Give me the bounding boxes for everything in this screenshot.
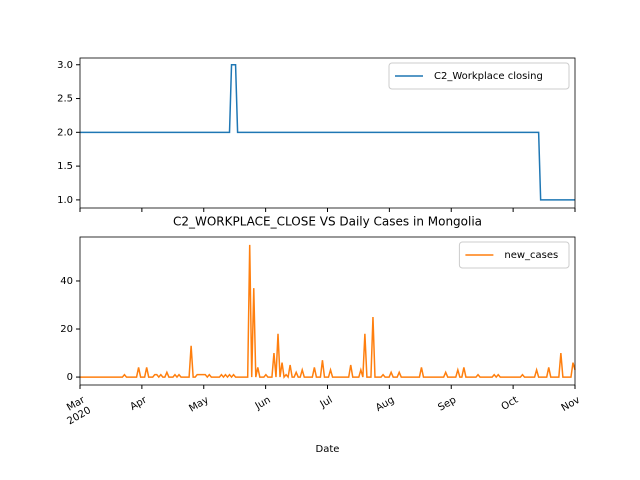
x-axis-label: Date bbox=[316, 444, 340, 455]
y-tick-label: 3.0 bbox=[57, 60, 73, 71]
plot-frame bbox=[79, 57, 576, 209]
plot-frame bbox=[79, 236, 576, 386]
y-tick-label: 2.0 bbox=[57, 127, 73, 138]
y-tick-label: 1.5 bbox=[57, 161, 73, 172]
y-tick-label: 0 bbox=[67, 372, 73, 383]
series-line bbox=[80, 64, 575, 201]
legend-label: new_cases bbox=[504, 250, 558, 261]
legend-box bbox=[458, 241, 570, 269]
series-line bbox=[80, 244, 576, 379]
y-tick-label: 2.5 bbox=[57, 94, 73, 105]
y-tick-label: 1.0 bbox=[57, 195, 73, 206]
legend-box bbox=[388, 62, 570, 90]
legend-label: C2_Workplace closing bbox=[434, 71, 543, 82]
y-tick-label: 40 bbox=[60, 276, 73, 287]
chart-title: C2_WORKPLACE_CLOSE VS Daily Cases in Mon… bbox=[173, 215, 482, 229]
y-tick-label: 20 bbox=[60, 324, 73, 335]
